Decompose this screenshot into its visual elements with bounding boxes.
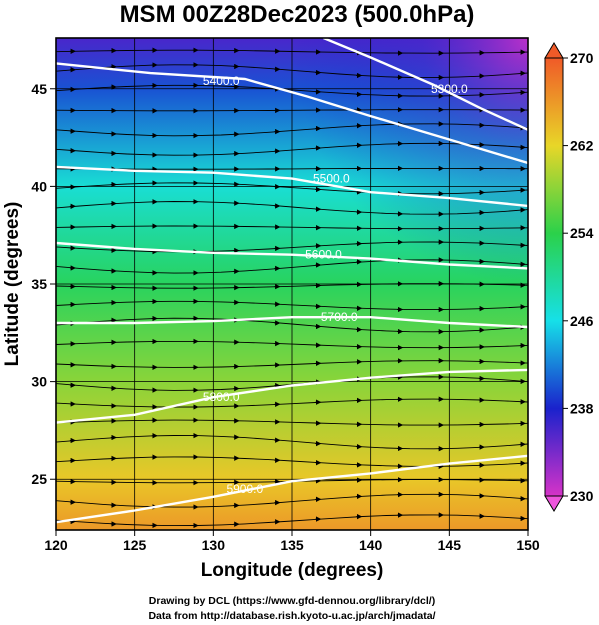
contour-label: 5500.0 — [313, 172, 350, 186]
x-tick-label: 120 — [44, 537, 68, 553]
colorbar-tick-label: 262 — [570, 138, 594, 154]
height-contours: 5300.0 5400.0 5500.0 5600.0 5700.0 5800.0 5900… — [56, 38, 528, 524]
y-axis: 25 30 35 40 45 — [31, 81, 56, 487]
colorbar-bottom-cap — [544, 495, 564, 512]
chart-title: MSM 00Z28Dec2023 (500.0hPa) — [120, 1, 475, 28]
y-axis-label: Latitude (degrees) — [2, 202, 23, 367]
x-tick-label: 125 — [123, 537, 147, 553]
contour-label: 5400.0 — [203, 74, 240, 88]
contour-line — [56, 368, 528, 424]
contour-label: 5600.0 — [305, 248, 342, 262]
colorbar-tick-label: 270 — [570, 50, 594, 66]
colorbar-scale — [544, 57, 564, 497]
x-tick-label: 135 — [280, 537, 304, 553]
credit-line-2: Data from http://database.rish.kyoto-u.a… — [148, 610, 435, 622]
colorbar-tick-label: 254 — [570, 225, 594, 241]
contour-line — [56, 454, 528, 524]
gridlines — [56, 38, 528, 530]
x-tick-label: 145 — [438, 537, 462, 553]
contour-label: 5700.0 — [321, 310, 358, 324]
y-tick-label: 40 — [31, 178, 47, 194]
contour-label: 5800.0 — [203, 390, 240, 404]
y-tick-label: 25 — [31, 471, 47, 487]
y-tick-label: 35 — [31, 276, 47, 292]
colorbar: 230 238 246 254 262 270 — [544, 42, 594, 512]
contour-label: 5900.0 — [226, 482, 263, 496]
contour-line — [323, 38, 528, 131]
plot-area: 5300.0 5400.0 5500.0 5600.0 5700.0 5800.0 5900… — [55, 37, 529, 531]
colorbar-tick-label: 230 — [570, 488, 594, 504]
y-tick-label: 30 — [31, 374, 47, 390]
x-tick-label: 130 — [202, 537, 226, 553]
x-axis: 120 125 130 135 140 145 150 — [44, 530, 540, 553]
y-tick-label: 45 — [31, 81, 47, 97]
colorbar-tick-label: 238 — [570, 400, 594, 416]
contour-line — [56, 62, 528, 165]
x-tick-label: 150 — [516, 537, 540, 553]
credit-line-1: Drawing by DCL (https://www.gfd-dennou.o… — [149, 595, 435, 607]
contour-label: 5300.0 — [431, 82, 468, 96]
colorbar-tick-label: 246 — [570, 313, 594, 329]
x-axis-label: Longitude (degrees) — [201, 560, 384, 581]
contour-line — [56, 165, 528, 208]
contour-line — [56, 316, 528, 329]
contour-line — [56, 241, 528, 270]
x-tick-label: 140 — [359, 537, 383, 553]
colorbar-top-cap — [544, 42, 564, 59]
